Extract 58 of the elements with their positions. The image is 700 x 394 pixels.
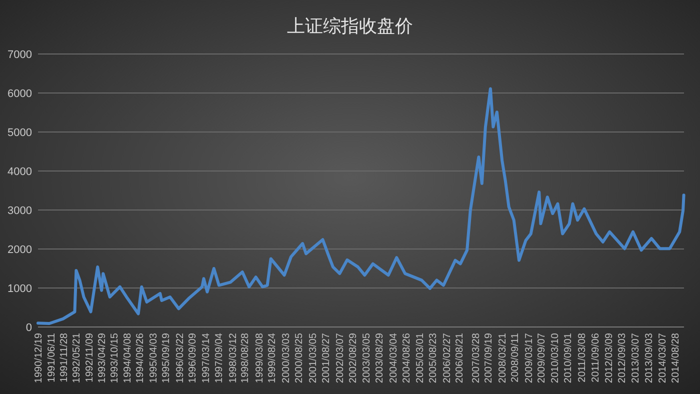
x-tick-label: 2005/08/23 [428, 332, 440, 384]
x-tick-label: 1999/08/24 [266, 332, 278, 384]
x-tick-label: 1996/03/22 [174, 332, 186, 384]
x-tick-label: 1990/12/19 [34, 332, 44, 384]
y-tick-label: 2000 [8, 244, 32, 256]
x-tick-label: 1992/05/21 [72, 332, 83, 384]
x-tick-label: 2011/09/06 [590, 332, 602, 382]
x-tick-label: 2004/03/04 [388, 332, 400, 384]
x-tick-label: 2014/03/07 [657, 332, 668, 384]
x-tick-label: 2003/03/05 [362, 332, 373, 384]
y-tick-label: 1000 [8, 283, 32, 295]
x-tick-label: 2000/08/25 [294, 332, 305, 384]
x-tick-label: 1991/06/11 [46, 332, 58, 382]
x-tick-label: 1997/09/04 [214, 332, 225, 384]
x-tick-label: 2002/08/29 [348, 332, 359, 384]
chart-title: 上证综指收盘价 [287, 16, 413, 36]
x-tick-label: 2003/08/29 [374, 332, 386, 384]
x-tick-label: 2007/03/28 [470, 332, 482, 384]
x-tick-label: 2005/03/01 [415, 332, 426, 384]
y-tick-label: 7000 [8, 49, 32, 61]
x-tick-label: 1997/03/14 [201, 332, 212, 384]
x-tick-label: 1991/11/28 [58, 332, 70, 382]
x-tick-label: 1998/03/12 [228, 332, 239, 384]
x-tick-label: 2012/09/03 [617, 332, 628, 384]
x-tick-label: 1994/09/26 [134, 332, 146, 384]
x-tick-label: 2014/08/28 [670, 332, 682, 384]
x-tick-label: 2013/09/03 [644, 332, 655, 384]
x-tick-label: 1999/03/08 [254, 332, 266, 384]
x-tick-label: 2011/03/08 [576, 332, 588, 382]
x-tick-label: 2001/03/05 [308, 332, 319, 384]
x-tick-label: 2010/03/10 [550, 332, 562, 384]
x-tick-label: 2010/09/01 [563, 332, 574, 384]
x-tick-label: 1996/09/09 [187, 332, 198, 384]
x-tick-label: 2008/03/21 [497, 332, 508, 384]
y-tick-label: 0 [26, 322, 32, 334]
y-tick-label: 4000 [8, 166, 32, 178]
x-tick-label: 1992/11/09 [84, 332, 96, 382]
x-tick-label: 1998/08/28 [240, 332, 252, 384]
x-tick-label: 2001/08/27 [320, 332, 332, 384]
x-tick-label: 2000/03/03 [280, 332, 292, 384]
x-tick-label: 1994/04/08 [122, 332, 134, 384]
x-tick-label: 2006/02/27 [442, 332, 453, 384]
x-tick-label: 2004/08/26 [401, 332, 412, 384]
y-tick-label: 6000 [8, 88, 32, 100]
x-tick-label: 1993/04/29 [96, 332, 108, 384]
x-tick-label: 1995/04/03 [148, 332, 160, 384]
x-tick-label: 2007/09/19 [484, 332, 495, 384]
x-tick-label: 2009/09/07 [536, 332, 548, 384]
x-tick-label: 2008/09/11 [510, 332, 522, 382]
y-tick-label: 3000 [8, 205, 32, 217]
x-tick-label: 2006/08/21 [454, 332, 466, 384]
x-tick-label: 2013/03/07 [630, 332, 642, 384]
x-tick-label: 1995/09/19 [161, 332, 172, 384]
x-tick-label: 2009/03/17 [524, 332, 535, 384]
x-tick-label: 2002/03/07 [334, 332, 346, 384]
x-tick-label: 1993/10/15 [109, 332, 120, 384]
y-tick-label: 5000 [8, 127, 32, 139]
x-tick-label: 2012/03/09 [604, 332, 615, 384]
